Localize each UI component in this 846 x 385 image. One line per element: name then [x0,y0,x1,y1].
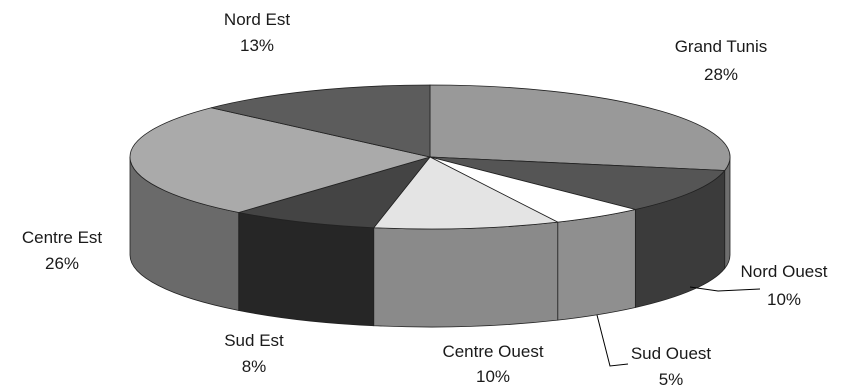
slice-label-grand-tunis: Grand Tunis [675,37,768,56]
slice-value-sud-ouest: 5% [659,370,684,385]
leader-line-sud-ouest [596,314,629,367]
slice-label-nord-ouest: Nord Ouest [741,262,828,281]
slice-label-sud-est: Sud Est [224,331,284,350]
pie-sides [129,156,731,328]
slice-label-sud-ouest: Sud Ouest [631,344,712,363]
slice-side-grand-tunis [724,156,731,270]
slice-top-nord-ouest [429,156,726,210]
slice-top-sud-est [238,156,432,229]
slice-top-grand-tunis [429,84,731,171]
slice-value-grand-tunis: 28% [704,65,738,84]
slice-label-nord-est: Nord Est [224,10,290,29]
slice-labels: Grand Tunis 28% Nord Ouest 10% Sud Ouest 5% Ce… [22,10,828,385]
slice-top-centre-est [129,107,431,213]
slice-value-sud-est: 8% [242,357,267,376]
slice-label-centre-ouest: Centre Ouest [442,342,543,361]
slice-side-sud-ouest [557,208,636,321]
pie-tops [129,84,731,230]
slice-value-centre-ouest: 10% [476,367,510,385]
slice-top-nord-est [211,84,431,158]
slice-value-nord-est: 13% [240,36,274,55]
slice-value-centre-est: 26% [45,254,79,273]
slice-value-nord-ouest: 10% [767,290,801,309]
leader-line-nord-ouest [689,286,761,292]
slice-label-centre-est: Centre Est [22,228,103,247]
slice-top-centre-ouest [372,156,560,230]
slice-side-sud-est [238,211,375,327]
slice-side-centre-ouest [373,221,559,328]
leader-lines [596,286,761,367]
